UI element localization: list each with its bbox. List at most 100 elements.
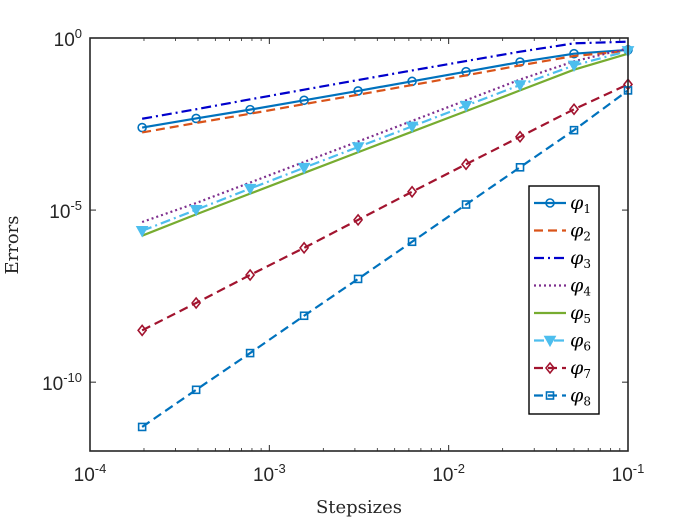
series-8-point bbox=[353, 274, 363, 284]
series-6-point bbox=[405, 121, 419, 134]
x-tick-base: 10 bbox=[253, 465, 274, 486]
series-6-point bbox=[567, 60, 581, 73]
series-8 bbox=[137, 86, 633, 432]
legend-marker bbox=[544, 361, 556, 375]
series-1-point bbox=[245, 104, 255, 115]
series-8-point bbox=[137, 422, 147, 432]
series-2 bbox=[141, 49, 629, 134]
series-7 bbox=[137, 78, 634, 337]
series-8-line bbox=[141, 89, 629, 428]
series-7-point bbox=[245, 268, 256, 282]
x-tick-label: 10-1 bbox=[612, 461, 645, 486]
series-7-point bbox=[461, 157, 472, 171]
legend-marker bbox=[543, 335, 557, 348]
series-7-point bbox=[568, 102, 580, 116]
legend-label: φ5 bbox=[570, 302, 591, 326]
y-axis-label: Errors bbox=[2, 215, 23, 274]
legend-label: φ6 bbox=[570, 330, 591, 354]
legend-label-subscript: 1 bbox=[583, 202, 591, 216]
series-6-point bbox=[459, 100, 473, 113]
legend-label: φ7 bbox=[570, 357, 591, 381]
series-4-line bbox=[141, 47, 629, 224]
series-8-point bbox=[407, 237, 417, 247]
series-7-point bbox=[299, 241, 310, 255]
series-1-point bbox=[191, 113, 201, 124]
y-tick-label: 100 bbox=[54, 26, 82, 51]
x-axis-label: Stepsizes bbox=[316, 497, 402, 518]
legend-label-subscript: 8 bbox=[583, 395, 591, 409]
x-tick-base: 10 bbox=[432, 465, 453, 486]
legend-item: φ3 bbox=[534, 247, 591, 271]
legend-label: φ1 bbox=[570, 192, 591, 216]
legend-label-symbol: φ bbox=[570, 247, 584, 269]
series-6-point bbox=[189, 204, 203, 217]
x-tick-exponent: -1 bbox=[633, 461, 645, 476]
x-tick-exponent: -2 bbox=[453, 461, 465, 476]
series-8-point bbox=[299, 311, 309, 321]
series-1-point bbox=[569, 48, 579, 59]
legend-label: φ4 bbox=[570, 275, 591, 299]
series-6-point bbox=[135, 226, 149, 238]
series-layer bbox=[135, 40, 635, 432]
series-1-point bbox=[299, 95, 309, 106]
x-tick-base: 10 bbox=[612, 465, 633, 486]
series-8-point bbox=[245, 348, 255, 358]
series-3-line bbox=[141, 40, 629, 120]
series-6-point bbox=[243, 183, 257, 196]
x-tick-base: 10 bbox=[74, 465, 95, 486]
series-7-point bbox=[137, 324, 148, 337]
legend-label: φ2 bbox=[570, 220, 591, 244]
legend-label: φ8 bbox=[570, 385, 591, 409]
series-6-point bbox=[297, 162, 311, 175]
legend-label-subscript: 5 bbox=[583, 312, 591, 326]
legend-item: φ2 bbox=[534, 220, 591, 244]
plot-frame bbox=[89, 37, 629, 452]
y-tick-base: 10 bbox=[42, 374, 63, 395]
x-tick-label: 10-2 bbox=[432, 461, 465, 486]
y-tick-label: 10-10 bbox=[42, 370, 82, 395]
x-tick-label: 10-3 bbox=[253, 461, 286, 486]
series-6-point bbox=[513, 80, 527, 92]
series-7-point bbox=[353, 213, 364, 227]
y-tick-label: 10-5 bbox=[49, 198, 82, 223]
legend-marker bbox=[545, 391, 555, 400]
legend-item: φ6 bbox=[534, 330, 591, 354]
legend-label-subscript: 6 bbox=[583, 340, 591, 354]
legend-label-symbol: φ bbox=[570, 385, 584, 407]
legend-label-symbol: φ bbox=[570, 330, 584, 352]
y-tick-base: 10 bbox=[54, 30, 75, 51]
y-tick-exponent: -5 bbox=[70, 198, 82, 213]
legend-label-symbol: φ bbox=[570, 192, 584, 214]
series-3 bbox=[141, 40, 629, 120]
legend-item: φ4 bbox=[534, 275, 591, 299]
series-7-point bbox=[515, 130, 526, 144]
series-8-point bbox=[515, 163, 525, 172]
series-5-line bbox=[141, 52, 629, 237]
legend-item: φ7 bbox=[534, 357, 591, 381]
legend-item: φ5 bbox=[534, 302, 591, 326]
series-8-point bbox=[191, 385, 201, 395]
legend-label-symbol: φ bbox=[570, 275, 584, 297]
legend-marker bbox=[545, 198, 555, 208]
series-6-line bbox=[141, 49, 629, 232]
y-tick-exponent: -10 bbox=[63, 370, 82, 385]
series-4 bbox=[141, 47, 629, 224]
series-1-line bbox=[141, 48, 629, 129]
series-7-point bbox=[191, 296, 202, 310]
legend-label-subscript: 4 bbox=[583, 285, 591, 299]
legend-item: φ8 bbox=[534, 385, 591, 409]
legend-label: φ3 bbox=[570, 247, 591, 271]
series-7-point bbox=[407, 185, 418, 199]
x-tick-exponent: -3 bbox=[274, 461, 286, 476]
series-6 bbox=[135, 46, 635, 238]
legend-item: φ1 bbox=[534, 192, 591, 216]
legend-label-subscript: 3 bbox=[583, 257, 591, 271]
series-8-point bbox=[461, 200, 471, 209]
series-5 bbox=[141, 52, 629, 237]
y-tick-exponent: 0 bbox=[75, 26, 82, 41]
x-tick-label: 10-4 bbox=[74, 461, 107, 486]
x-axis-ticks: 10-4 10-3 10-2 10-1 bbox=[74, 38, 645, 486]
series-1-point bbox=[353, 86, 363, 96]
x-tick-exponent: -4 bbox=[95, 461, 107, 476]
